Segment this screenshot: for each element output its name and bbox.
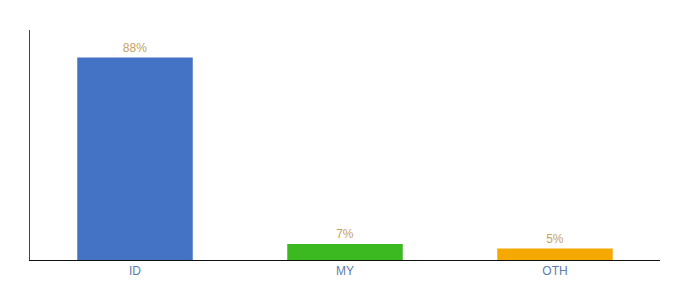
- svg-text:MY: MY: [336, 264, 354, 278]
- svg-text:88%: 88%: [123, 41, 147, 55]
- svg-text:7%: 7%: [336, 227, 354, 241]
- svg-text:OTH: OTH: [542, 264, 567, 278]
- svg-text:ID: ID: [129, 264, 141, 278]
- svg-text:5%: 5%: [546, 232, 564, 246]
